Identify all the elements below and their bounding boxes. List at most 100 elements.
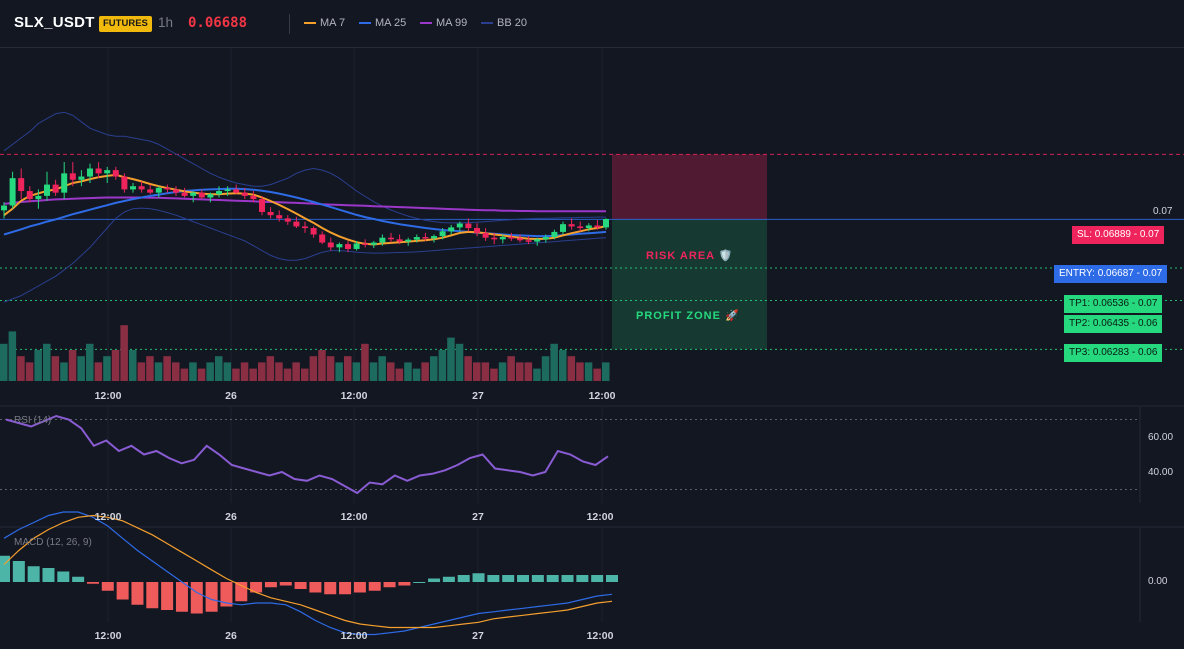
volume-bar bbox=[533, 368, 541, 381]
time-label: 12:00 bbox=[94, 511, 122, 523]
volume-bar bbox=[387, 362, 395, 381]
legend-ma7[interactable]: MA 7 bbox=[304, 17, 345, 29]
volume-bar bbox=[43, 343, 51, 381]
time-label: 26 bbox=[225, 630, 237, 642]
macd-tick-zero: 0.00 bbox=[1148, 576, 1168, 587]
volume-bar bbox=[516, 362, 524, 381]
candle-body bbox=[155, 187, 162, 193]
macd-histogram-bar bbox=[324, 582, 337, 595]
volume-bar bbox=[421, 362, 429, 381]
macd-histogram-bar bbox=[264, 582, 277, 588]
candle-body bbox=[1, 205, 7, 211]
candle-body bbox=[551, 231, 558, 238]
volume-bar bbox=[60, 362, 68, 381]
volume-bar bbox=[68, 350, 77, 381]
candle-body bbox=[198, 192, 205, 198]
time-label: 27 bbox=[472, 390, 484, 402]
legend-ma25-label: MA 25 bbox=[375, 17, 407, 29]
legend-ma7-swatch bbox=[304, 22, 316, 24]
tp2-price-label[interactable]: TP2: 0.06435 - 0.06 bbox=[1064, 315, 1163, 333]
candle-body bbox=[44, 184, 50, 196]
macd-histogram-bar bbox=[190, 582, 203, 614]
rsi-line bbox=[5, 414, 609, 495]
time-label: 12:00 bbox=[340, 390, 368, 402]
volume-bar bbox=[361, 343, 369, 381]
macd-histogram-bar bbox=[294, 582, 307, 589]
time-label: 27 bbox=[472, 511, 484, 523]
volume-bar bbox=[473, 362, 481, 381]
volume-bar bbox=[249, 368, 257, 381]
time-label: 12:00 bbox=[340, 630, 368, 642]
candle-body bbox=[112, 170, 119, 177]
macd-histogram-bar bbox=[531, 575, 544, 582]
volume-bar bbox=[326, 356, 335, 381]
volume-bar bbox=[352, 362, 361, 381]
candle-body bbox=[78, 176, 85, 180]
bb-upper-line bbox=[3, 111, 606, 224]
time-label: 12:00 bbox=[588, 390, 616, 402]
legend-bb20[interactable]: BB 20 bbox=[481, 17, 527, 29]
volume-bar bbox=[490, 368, 498, 381]
macd-histogram-bar bbox=[57, 571, 70, 582]
candle-body bbox=[138, 186, 145, 190]
candle-body bbox=[603, 219, 609, 228]
volume-bar bbox=[344, 356, 352, 381]
profit-zone bbox=[612, 219, 767, 350]
candle-body bbox=[293, 221, 300, 227]
volume-bar bbox=[455, 343, 464, 381]
candle-body bbox=[284, 218, 291, 222]
legend-ma99[interactable]: MA 99 bbox=[420, 17, 467, 29]
volume-bar bbox=[180, 368, 189, 381]
timeframe-label[interactable]: 1h bbox=[158, 15, 174, 30]
volume-bar bbox=[301, 368, 309, 381]
candle-body bbox=[26, 191, 33, 200]
volume-bar bbox=[430, 356, 438, 381]
volume-bar bbox=[541, 356, 550, 381]
volume-bar bbox=[576, 362, 584, 381]
volume-bar bbox=[223, 362, 232, 381]
volume-bar bbox=[146, 356, 154, 381]
candle-body bbox=[104, 170, 111, 174]
candle-body bbox=[577, 226, 584, 229]
macd-histogram-bar bbox=[517, 575, 530, 582]
volume-bar bbox=[197, 368, 206, 381]
volume-bar bbox=[438, 350, 447, 381]
tp2-label-value: 0.06 bbox=[1137, 318, 1158, 329]
ma99-line bbox=[3, 196, 606, 213]
time-label: 27 bbox=[472, 630, 484, 642]
macd-histogram-bar bbox=[205, 582, 218, 612]
volume-bar bbox=[593, 368, 601, 381]
volume-bar bbox=[129, 350, 137, 381]
candle-body bbox=[362, 243, 369, 245]
volume-bar bbox=[258, 362, 266, 381]
volume-bar bbox=[559, 350, 567, 381]
candle-body bbox=[456, 223, 463, 228]
candle-body bbox=[560, 224, 566, 232]
candle-body bbox=[508, 237, 515, 239]
macd-histogram-bar bbox=[472, 573, 485, 582]
sl-price-label[interactable]: SL: 0.06889 - 0.07 bbox=[1072, 226, 1165, 244]
tp1-price-label[interactable]: TP1: 0.06536 - 0.07 bbox=[1064, 295, 1163, 313]
candle-body bbox=[370, 242, 377, 245]
volume-bar bbox=[189, 362, 197, 381]
legend-ma7-label: MA 7 bbox=[320, 17, 346, 29]
volume-bar bbox=[507, 356, 515, 381]
macd-histogram-bar bbox=[72, 576, 85, 582]
volume-bar bbox=[584, 362, 593, 381]
candle-body bbox=[517, 238, 523, 241]
volume-bar bbox=[172, 362, 180, 381]
entry-price-label[interactable]: ENTRY: 0.06687 - 0.07 bbox=[1054, 265, 1168, 283]
time-label: 12:00 bbox=[586, 630, 614, 642]
legend-ma25[interactable]: MA 25 bbox=[359, 17, 406, 29]
tp3-price-label[interactable]: TP3: 0.06283 - 0.06 bbox=[1064, 344, 1163, 362]
candle-body bbox=[121, 176, 128, 190]
legend-bb20-label: BB 20 bbox=[497, 17, 527, 29]
price-axis-tick: 0.07 bbox=[1153, 206, 1173, 217]
time-label: 12:00 bbox=[586, 511, 614, 523]
candle-body bbox=[302, 226, 308, 229]
macd-histogram-bar bbox=[12, 561, 25, 582]
volume-bar bbox=[524, 362, 533, 381]
symbol-name[interactable]: SLX_USDT bbox=[14, 14, 95, 31]
volume-bar bbox=[25, 362, 34, 381]
